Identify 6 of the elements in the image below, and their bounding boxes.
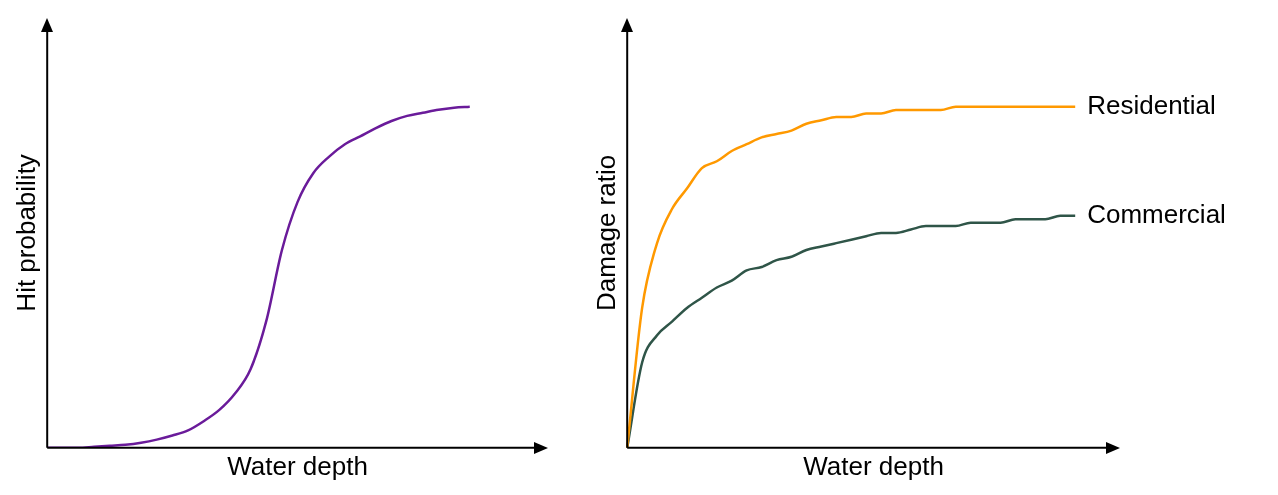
x-axis-title: Water depth	[227, 450, 368, 481]
series-label: Commercial	[1087, 199, 1226, 230]
y-axis-title: Damage ratio	[590, 154, 621, 311]
x-axis-title: Water depth	[803, 450, 944, 481]
series-label: Residential	[1087, 89, 1216, 120]
y-axis-title: Hit probability	[10, 154, 41, 312]
